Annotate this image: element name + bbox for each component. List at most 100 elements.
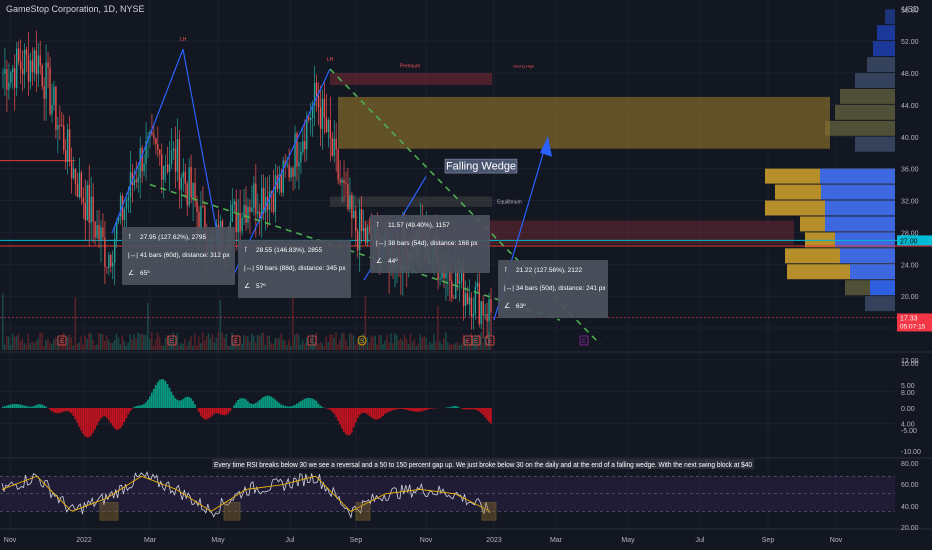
volume-bar: [178, 345, 180, 350]
macd-bar: [51, 408, 53, 412]
macd-bar: [401, 408, 404, 410]
volume-bar: [327, 342, 329, 350]
candle-body: [317, 95, 320, 108]
candle-body: [476, 282, 478, 287]
volume-bar: [264, 344, 267, 350]
measure-boxes[interactable]: ⊺ 27.95 (127.62%), 2795|↔| 41 bars (60d), …: [122, 215, 608, 318]
candle-body: [310, 117, 312, 120]
candle-body: [35, 50, 37, 75]
candle-body: [127, 197, 130, 201]
candle-body: [51, 104, 53, 115]
macd-bar: [174, 398, 177, 408]
macd-bar: [170, 391, 173, 408]
macd-bar: [54, 408, 57, 414]
volume-bar: [476, 336, 478, 350]
volume-bar: [78, 342, 81, 350]
event-marker: [307, 335, 317, 346]
macd-bar: [105, 408, 108, 418]
macd-bar: [72, 408, 75, 417]
candle-body: [458, 280, 461, 284]
falling-wedge-label: Falling Wedge: [446, 161, 516, 173]
volume-bar: [31, 341, 33, 350]
macd-bar: [254, 403, 257, 408]
volume-bar: [105, 334, 108, 350]
measure-line2: 41 bars (60d), distance: 312 px: [140, 252, 230, 259]
volume-bar: [390, 333, 392, 350]
volume-bar: [229, 345, 231, 350]
volume-bar: [356, 342, 359, 350]
macd-bar: [145, 402, 147, 408]
candle-body: [464, 293, 467, 306]
volume-bar: [211, 334, 214, 350]
volume-bar: [470, 332, 473, 350]
event-marker: [471, 335, 481, 346]
volume-profile-bar: [855, 136, 895, 152]
measure-icon: |↔|: [128, 252, 138, 259]
volume-bar: [425, 337, 427, 350]
macd-bar: [33, 405, 36, 408]
volume-bar: [270, 342, 273, 350]
volume-bar: [149, 338, 151, 350]
candle-body: [4, 69, 6, 74]
volume-profile-bar: [850, 264, 895, 280]
macd-bar: [343, 408, 345, 432]
macd-tick-label: -5.00: [901, 428, 917, 435]
volume-bar: [207, 333, 210, 350]
candle-body: [304, 141, 306, 150]
macd-bar: [194, 404, 196, 408]
macd-bar: [188, 396, 190, 408]
volume-bar: [98, 333, 100, 350]
volume-bar: [409, 333, 412, 350]
volume-bar: [141, 333, 143, 350]
macd-bar: [217, 408, 220, 414]
volume-bar: [115, 333, 118, 350]
volume-bar: [88, 332, 90, 350]
volume-profile: [765, 9, 895, 312]
macd-bar: [186, 396, 189, 408]
price-tick-label: 48.00: [901, 71, 919, 78]
price-tick-label: 8.00: [901, 390, 915, 397]
macd-bar: [245, 399, 247, 408]
macd-bar: [488, 408, 490, 422]
volume-bar: [29, 342, 32, 350]
volume-bar: [301, 339, 304, 350]
macd-bar: [86, 408, 89, 438]
candle-body: [16, 48, 18, 88]
volume-bar: [472, 337, 474, 350]
macd-bar: [297, 402, 300, 408]
volume-bar: [247, 336, 249, 350]
macd-bar: [462, 408, 465, 410]
candle-body: [359, 209, 361, 251]
volume-bar: [286, 344, 288, 350]
volume-bar: [360, 342, 363, 350]
volume-bar: [194, 333, 196, 350]
measure-icon: ∠: [128, 269, 134, 277]
rsi-highlight-box: [481, 502, 497, 521]
volume-bar: [54, 336, 57, 350]
macd-bar: [319, 405, 322, 408]
candle-body: [255, 183, 257, 214]
candle-body: [82, 197, 85, 203]
candle-body: [186, 183, 188, 206]
volume-bar: [9, 345, 12, 350]
macd-bar: [37, 404, 40, 408]
measure-box: [498, 260, 608, 318]
candle-body: [488, 299, 490, 322]
volume-bar: [343, 332, 345, 350]
macd-bar: [198, 408, 200, 413]
macd-bar: [386, 408, 388, 413]
macd-bar: [205, 408, 208, 420]
candle-body: [364, 228, 367, 243]
volume-profile-bar: [865, 296, 895, 312]
measure-icon: ⊺: [376, 222, 380, 229]
volume-bar: [94, 345, 96, 350]
volume-bar: [288, 340, 290, 350]
macd-bar: [392, 408, 394, 411]
volume-bar: [341, 333, 343, 350]
volume-bar: [248, 341, 251, 350]
candle-body: [257, 211, 259, 214]
macd-bar: [335, 408, 337, 417]
macd-bar: [111, 408, 114, 426]
candle-body: [114, 239, 116, 263]
candle-body: [282, 160, 284, 193]
